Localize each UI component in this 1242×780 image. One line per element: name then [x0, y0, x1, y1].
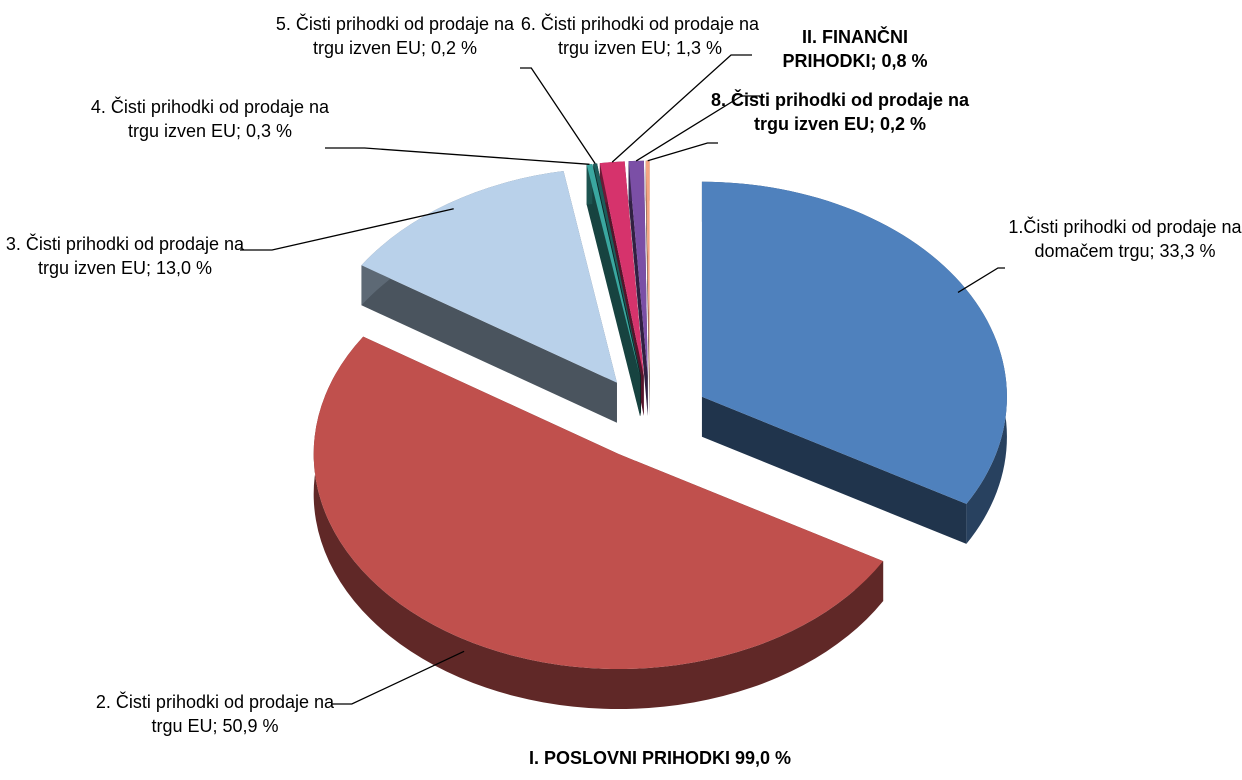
- data-label: 5. Čisti prihodki od prodaje na trgu izv…: [275, 14, 515, 58]
- slice: [628, 160, 648, 376]
- slice-inner-wall: [645, 160, 650, 416]
- leader-line: [957, 267, 1005, 293]
- slice-inner-wall: [361, 265, 617, 423]
- data-label: 6. Čisti prihodki od prodaje na trgu izv…: [520, 14, 760, 58]
- slice: [645, 160, 650, 376]
- slice: [593, 163, 641, 377]
- leader-line: [647, 142, 718, 162]
- slice: [586, 163, 641, 377]
- leader-line: [325, 147, 590, 165]
- annotation: I. POSLOVNI PRIHODKI 99,0 %: [528, 748, 792, 768]
- slice: [599, 161, 644, 376]
- data-label: II. FINANČNI PRIHODKI; 0,8 %: [782, 27, 928, 71]
- slice: [361, 171, 617, 383]
- slice: [313, 336, 884, 670]
- leader-line: [520, 67, 596, 164]
- slice: [701, 181, 1007, 504]
- leader-line: [332, 650, 465, 705]
- data-label: 1.Čisti prihodki od prodaje na domačem t…: [1008, 217, 1242, 261]
- leader-line: [635, 95, 760, 162]
- data-label: 4. Čisti prihodki od prodaje na trgu izv…: [90, 97, 330, 141]
- leader-line: [611, 54, 752, 163]
- leader-line: [240, 208, 454, 251]
- data-label: 3. Čisti prihodki od prodaje na trgu izv…: [5, 234, 245, 278]
- slice-inner-wall: [701, 396, 967, 544]
- data-label: 8. Čisti prihodki od prodaje na trgu izv…: [710, 90, 970, 134]
- data-label: 2. Čisti prihodki od prodaje na trgu EU;…: [95, 692, 335, 736]
- slice-inner-wall: [628, 161, 648, 416]
